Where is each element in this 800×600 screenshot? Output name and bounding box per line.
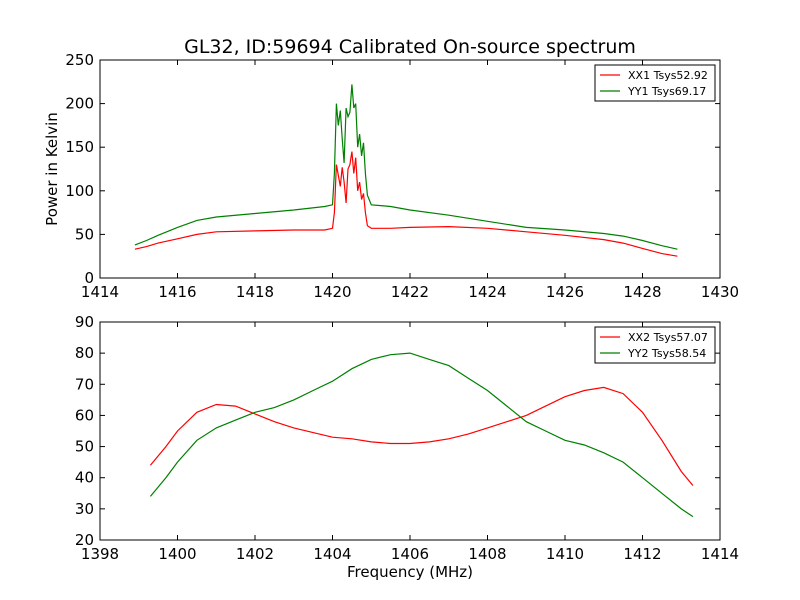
y-tick-label: 50 <box>75 438 94 456</box>
y-axis-label: Power in Kelvin <box>43 112 61 226</box>
legend-label: XX1 Tsys52.92 <box>628 69 708 82</box>
x-tick-label: 1420 <box>313 283 351 301</box>
y-tick-label: 70 <box>75 375 94 393</box>
x-tick-label: 1426 <box>546 283 584 301</box>
bottom-plot: 1398 1400 1402 1404 1406 1408 1410 1412 1414 20 30… <box>75 313 739 581</box>
y-tick-label: 80 <box>75 344 94 362</box>
y-tick-label: 0 <box>84 269 94 287</box>
y-tick-label: 150 <box>65 138 94 156</box>
x-tick-label: 1410 <box>546 545 584 563</box>
x-tick-label: 1428 <box>623 283 661 301</box>
chart-title: GL32, ID:59694 Calibrated On-source spec… <box>184 36 636 58</box>
series-line-yy2 <box>149 352 694 518</box>
x-tick-label: 1412 <box>623 545 661 563</box>
legend-label: YY2 Tsys58.54 <box>627 347 706 360</box>
top-plot: 1414 1416 1418 1420 1422 1424 1426 1428 1430 0 50 1… <box>43 51 739 301</box>
x-tick-label: 1414 <box>701 545 739 563</box>
x-tick-label: 1416 <box>158 283 196 301</box>
series-line-yy1 <box>134 84 678 250</box>
y-tick-label: 100 <box>65 182 94 200</box>
x-axis-label: Frequency (MHz) <box>347 563 473 581</box>
y-tick-label: 40 <box>75 469 94 487</box>
y-tick-label: 20 <box>75 531 94 549</box>
x-tick-label: 1402 <box>236 545 274 563</box>
x-tick-label: 1408 <box>468 545 506 563</box>
legend-label: YY1 Tsys69.17 <box>627 85 706 98</box>
legend-box <box>594 326 716 364</box>
x-tick-label: 1404 <box>313 545 351 563</box>
x-tick-label: 1430 <box>701 283 739 301</box>
y-tick-label: 90 <box>75 313 94 331</box>
x-tick-label: 1422 <box>391 283 429 301</box>
legend-box <box>594 64 716 102</box>
x-tick-label: 1406 <box>391 545 429 563</box>
x-tick-label: 1400 <box>158 545 196 563</box>
y-tick-label: 60 <box>75 406 94 424</box>
series-line-xx1 <box>134 151 678 257</box>
x-tick-label: 1418 <box>236 283 274 301</box>
legend-label: XX2 Tsys57.07 <box>628 331 708 344</box>
y-tick-label: 30 <box>75 500 94 518</box>
legend: XX2 Tsys57.07 YY2 Tsys58.54 <box>594 326 716 364</box>
legend: XX1 Tsys52.92 YY1 Tsys69.17 <box>594 64 716 102</box>
y-tick-label: 250 <box>65 51 94 69</box>
x-tick-label: 1414 <box>81 283 119 301</box>
series-line-xx2 <box>149 386 694 486</box>
x-tick-label: 1424 <box>468 283 506 301</box>
y-tick-label: 50 <box>75 225 94 243</box>
x-tick-label: 1398 <box>81 545 119 563</box>
y-tick-label: 200 <box>65 95 94 113</box>
